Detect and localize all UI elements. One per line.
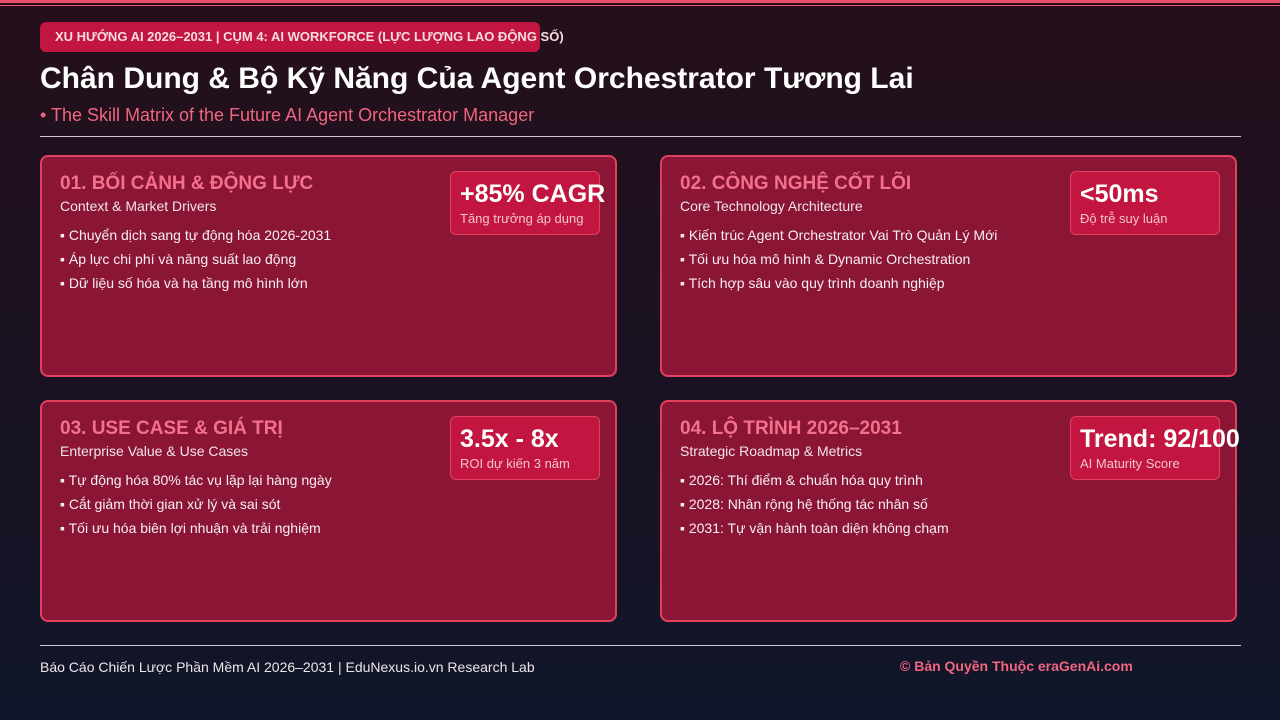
bullet: Tự động hóa 80% tác vụ lặp lại hàng ngày (60, 472, 332, 496)
bullet-list: Kiến trúc Agent Orchestrator Vai Trò Quả… (680, 227, 998, 299)
bullet: Chuyển dịch sang tự động hóa 2026-2031 (60, 227, 331, 251)
card: 01. BỐI CẢNH & ĐỘNG LỰC Context & Market … (40, 155, 617, 377)
stat-box: Trend: 92/100 AI Maturity Score (1070, 416, 1240, 480)
top-border (0, 0, 1280, 3)
bullet: 2026: Thí điểm & chuẩn hóa quy trình (680, 472, 949, 496)
stat-value: +85% CAGR (460, 180, 606, 208)
bullet-list: Chuyển dịch sang tự động hóa 2026-2031Áp… (60, 227, 331, 299)
divider (40, 136, 1241, 137)
card: 02. CÔNG NGHỆ CỐT LÕI Core Technology Arc… (660, 155, 1237, 377)
tag-pill (40, 22, 540, 52)
bullet: Kiến trúc Agent Orchestrator Vai Trò Quả… (680, 227, 998, 251)
card-title: 04. LỘ TRÌNH 2026–2031 (680, 418, 902, 439)
bullet: Dữ liệu số hóa và hạ tầng mô hình lớn (60, 275, 331, 299)
stat-label: Độ trễ suy luận (1080, 211, 1168, 226)
bullet: Tối ưu hóa mô hình & Dynamic Orchestrati… (680, 251, 997, 275)
top-border-thin (0, 5, 1280, 6)
stat-box: <50ms Độ trễ suy luận (1070, 171, 1220, 235)
stat-label: AI Maturity Score (1080, 456, 1180, 471)
card-title: 03. USE CASE & GIÁ TRỊ (60, 418, 283, 439)
footer-right: © Bản Quyền Thuộc eraGenAi.com (900, 658, 1133, 674)
tag-text: XU HƯỚNG AI 2026–2031 | CỤM 4: AI WORKFO… (55, 29, 564, 44)
bullet-list: 2026: Thí điểm & chuẩn hóa quy trình2028… (680, 472, 949, 544)
bullet: Cắt giảm thời gian xử lý và sai sót (60, 496, 332, 520)
card-subtitle: Core Technology Architecture (680, 198, 863, 214)
bullet-list: Tự động hóa 80% tác vụ lặp lại hàng ngày… (60, 472, 332, 544)
card-subtitle: Strategic Roadmap & Metrics (680, 443, 863, 459)
title: Chân Dung & Bộ Kỹ Năng Của Agent Orchest… (40, 62, 914, 95)
card-title: 01. BỐI CẢNH & ĐỘNG LỰC (60, 173, 314, 194)
card-subtitle: Context & Market Drivers (60, 198, 217, 214)
stat-box: +85% CAGR Tăng trưởng áp dụng (450, 171, 605, 235)
bullet: 2028: Nhân rộng hệ thống tác nhân số (680, 496, 949, 520)
stat-value: Trend: 92/100 (1080, 425, 1240, 453)
bullet: Tối ưu hóa biên lợi nhuận và trải nghiệm (60, 520, 332, 544)
stat-value: <50ms (1080, 180, 1159, 208)
divider (40, 645, 1241, 646)
card-subtitle: Enterprise Value & Use Cases (60, 443, 249, 459)
subtitle: The Skill Matrix of the Future AI Agent … (40, 105, 534, 126)
bullet: Áp lực chi phí và năng suất lao động (60, 251, 331, 275)
card-title: 02. CÔNG NGHỆ CỐT LÕI (680, 173, 912, 194)
card: 04. LỘ TRÌNH 2026–2031 Strategic Roadmap … (660, 400, 1240, 622)
bullet: Tích hợp sâu vào quy trình doanh nghiệp (680, 275, 997, 299)
footer-left: Báo Cáo Chiến Lược Phần Mềm AI 2026–2031… (40, 659, 535, 675)
stat-label: ROI dự kiến 3 năm (460, 456, 570, 471)
stat-label: Tăng trưởng áp dụng (460, 211, 584, 226)
bullet: 2031: Tự vận hành toàn diện không chạm (680, 520, 949, 544)
stat-value: 3.5x - 8x (460, 425, 559, 453)
stat-box: 3.5x - 8x ROI dự kiến 3 năm (450, 416, 600, 480)
card: 03. USE CASE & GIÁ TRỊ Enterprise Value &… (40, 400, 617, 622)
